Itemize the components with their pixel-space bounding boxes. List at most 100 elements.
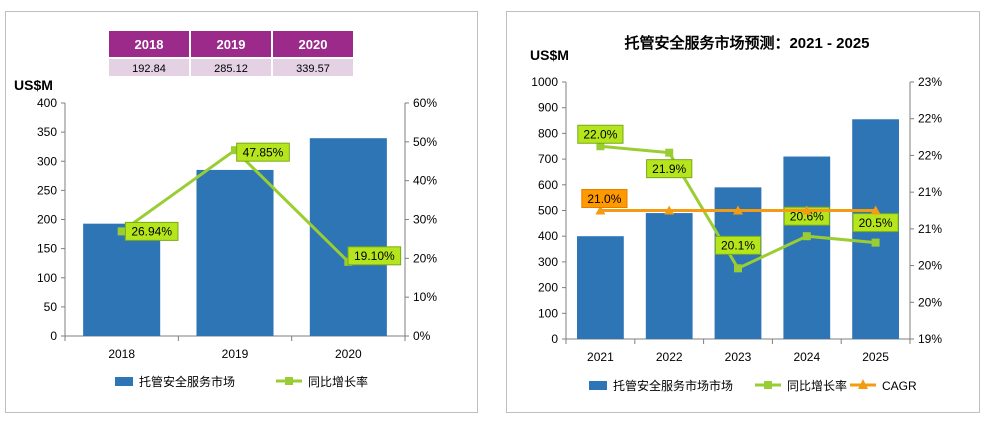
left-growth-data-label-box	[124, 221, 179, 241]
left-growth-marker	[231, 146, 239, 155]
right-cagr-marker	[733, 205, 743, 215]
right-legend-label: 托管安全服务市场市场	[613, 378, 733, 393]
table-header-cell	[109, 31, 189, 57]
left-y2tick-label: 40%	[413, 174, 437, 188]
right-y2tick-label: 20%	[918, 259, 942, 273]
table-header-year: 2018	[135, 37, 164, 52]
right-growth-data-label-box	[577, 124, 624, 144]
left-ytick-label: 300	[37, 154, 57, 168]
left-ytick-label: 50	[44, 300, 58, 314]
right-growth-marker	[871, 238, 880, 247]
right-y2tick-label: 22%	[918, 148, 942, 162]
table-header-year: 2020	[299, 37, 328, 52]
table-header-cell	[273, 31, 353, 57]
right-cagr-marker	[870, 205, 881, 215]
right-ytick-label: 800	[538, 126, 558, 140]
right-ytick-label: 100	[538, 306, 558, 320]
left-ytick-label: 400	[37, 96, 57, 110]
left-y2tick-label: 30%	[413, 213, 437, 227]
table-value: 339.57	[296, 63, 330, 75]
right-growth-data-label: 21.9%	[652, 162, 686, 176]
right-xtick-label: 2022	[656, 350, 683, 364]
right-legend-label: 同比增长率	[787, 378, 847, 393]
right-unit-label: US$M	[530, 47, 569, 63]
right-y2tick-label: 21%	[918, 185, 942, 199]
right-cagr-data-label-box	[581, 189, 628, 208]
right-ytick-label: 0	[551, 332, 558, 346]
left-xtick-label: 2020	[335, 347, 362, 361]
left-legend-label: 同比增长率	[308, 374, 368, 389]
right-legend-label: CAGR	[882, 379, 917, 393]
right-growth-marker	[802, 232, 811, 241]
right-ytick-label: 300	[538, 255, 558, 269]
right-growth-data-label: 22.0%	[583, 128, 617, 142]
right-xtick-label: 2023	[725, 350, 752, 364]
table-header-year: 2019	[217, 37, 246, 52]
right-chart-title: 托管安全服务市场预测：2021 - 2025	[624, 34, 869, 52]
right-legend-growth-marker	[764, 381, 772, 389]
right-growth-data-label: 20.6%	[790, 210, 824, 224]
right-xtick-label: 2021	[587, 350, 614, 364]
right-xtick-label: 2025	[862, 350, 889, 364]
left-ytick-label: 350	[37, 125, 57, 139]
right-cagr-marker	[664, 205, 675, 215]
right-y2tick-label: 23%	[918, 75, 942, 89]
left-legend-label: 托管安全服务市场	[139, 374, 235, 389]
left-legend-bar-swatch	[115, 377, 133, 386]
left-ytick-label: 0	[50, 329, 57, 343]
right-y2tick-label: 19%	[918, 332, 942, 346]
right-y2tick-label: 21%	[918, 222, 942, 236]
table-header-cell	[191, 31, 271, 57]
right-ytick-label: 1000	[531, 75, 558, 89]
left-ytick-label: 100	[37, 271, 57, 285]
left-ytick-label: 200	[37, 213, 57, 227]
table-value-cell	[109, 59, 189, 76]
right-legend-cagr-marker	[858, 379, 868, 389]
left-growth-data-label: 47.85%	[243, 146, 284, 160]
left-legend-growth-marker	[285, 377, 293, 385]
left-bar	[196, 169, 274, 336]
table-value-cell	[191, 59, 271, 76]
right-cagr-marker	[595, 205, 606, 215]
table-value-cell	[273, 59, 353, 76]
right-ytick-label: 600	[538, 178, 558, 192]
left-bar	[83, 223, 161, 336]
right-growth-marker	[665, 148, 674, 157]
right-ytick-label: 500	[538, 204, 558, 218]
right-xtick-label: 2024	[793, 350, 820, 364]
left-ytick-label: 150	[37, 242, 57, 256]
right-cagr-data-label: 21.0%	[587, 192, 621, 206]
left-y2tick-label: 60%	[413, 96, 437, 110]
right-ytick-label: 700	[538, 152, 558, 166]
right-growth-data-label: 20.1%	[721, 239, 755, 253]
right-bar	[645, 213, 693, 339]
left-growth-data-label-box	[347, 246, 402, 266]
table-value: 192.84	[132, 63, 166, 75]
right-ytick-label: 400	[538, 229, 558, 243]
right-growth-marker	[596, 142, 605, 151]
right-growth-data-label: 20.5%	[859, 216, 893, 230]
right-bar	[577, 236, 624, 339]
left-growth-marker	[117, 227, 126, 236]
left-y2tick-label: 0%	[413, 329, 431, 343]
right-y2tick-label: 20%	[918, 295, 942, 309]
left-unit-label: US$M	[14, 77, 53, 93]
left-y2tick-label: 10%	[413, 290, 437, 304]
left-growth-data-label: 19.10%	[354, 249, 395, 263]
right-legend-bar-swatch	[589, 381, 607, 390]
left-ytick-label: 250	[37, 183, 57, 197]
left-y2tick-label: 20%	[413, 251, 437, 265]
right-growth-data-label-box	[714, 235, 762, 255]
right-growth-data-label-box	[646, 159, 693, 179]
right-growth-marker	[734, 264, 742, 273]
right-ytick-label: 900	[538, 101, 558, 115]
left-xtick-label: 2019	[222, 347, 249, 361]
right-bar	[783, 156, 831, 339]
right-ytick-label: 200	[538, 281, 558, 295]
table-value: 285.12	[214, 63, 248, 75]
left-xtick-label: 2018	[108, 347, 135, 361]
left-growth-data-label: 26.94%	[131, 225, 172, 239]
right-y2tick-label: 22%	[918, 112, 942, 126]
left-y2tick-label: 50%	[413, 135, 437, 149]
